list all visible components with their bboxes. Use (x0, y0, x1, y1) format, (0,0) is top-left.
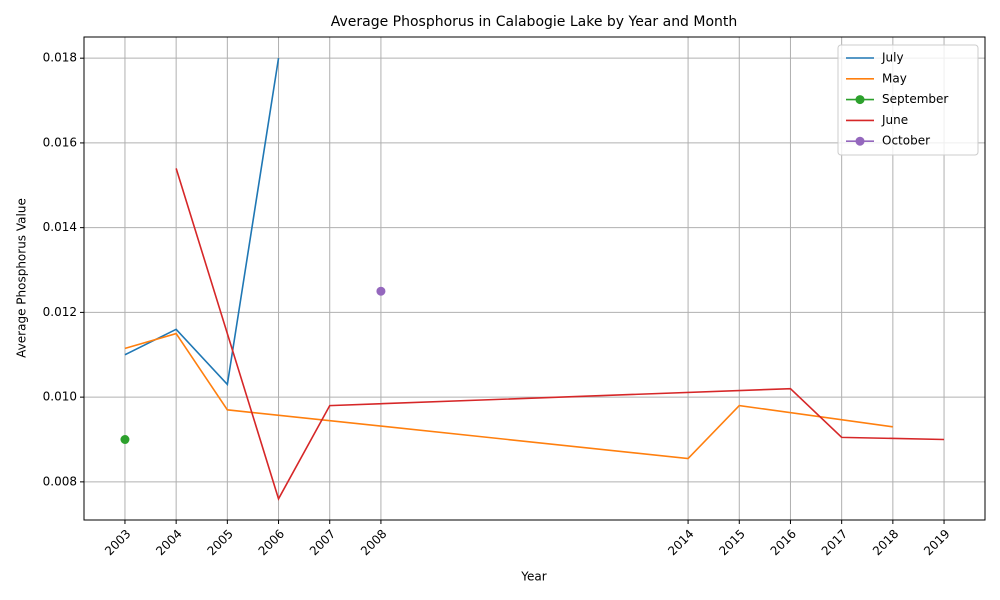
x-tick-label: 2017 (819, 527, 850, 558)
legend-label: October (882, 134, 930, 148)
legend-label: May (882, 71, 907, 85)
chart-title: Average Phosphorus in Calabogie Lake by … (331, 14, 738, 30)
x-tick-label: 2003 (102, 527, 133, 558)
legend: July May September June October (837, 44, 979, 156)
y-axis-label: Average Phosphorus Value (15, 198, 29, 358)
x-tick-label: 2008 (358, 527, 389, 558)
line (124, 58, 280, 387)
y-tick-label: 0.008 (43, 474, 77, 488)
x-tick-label: 2018 (870, 527, 901, 558)
x-tick-label: 2015 (716, 527, 747, 558)
y-tick-label: 0.010 (43, 390, 77, 404)
x-tick-label: 2014 (665, 527, 696, 558)
y-tick-label: 0.016 (43, 135, 77, 149)
legend-label: September (882, 92, 948, 106)
legend-marker (855, 95, 865, 105)
line (124, 332, 893, 460)
legend-box (837, 44, 979, 156)
x-tick-label: 2006 (256, 527, 287, 558)
y-tick-label: 0.012 (43, 305, 77, 319)
legend-label: July (881, 51, 904, 65)
x-tick-label: 2004 (153, 527, 184, 558)
x-tick-label: 2005 (204, 527, 235, 558)
point (120, 435, 130, 444)
legend-marker (855, 136, 865, 146)
y-tick-label: 0.014 (43, 220, 77, 234)
line (175, 168, 945, 501)
x-axis-label: Year (520, 570, 546, 584)
x-tick-label: 2007 (307, 527, 338, 558)
y-tick-label: 0.018 (43, 51, 77, 65)
x-tick-label: 2019 (921, 527, 952, 558)
plot-frame (83, 36, 986, 521)
point (376, 286, 386, 296)
x-tick-label: 2016 (768, 527, 799, 558)
legend-label: June (881, 113, 908, 127)
